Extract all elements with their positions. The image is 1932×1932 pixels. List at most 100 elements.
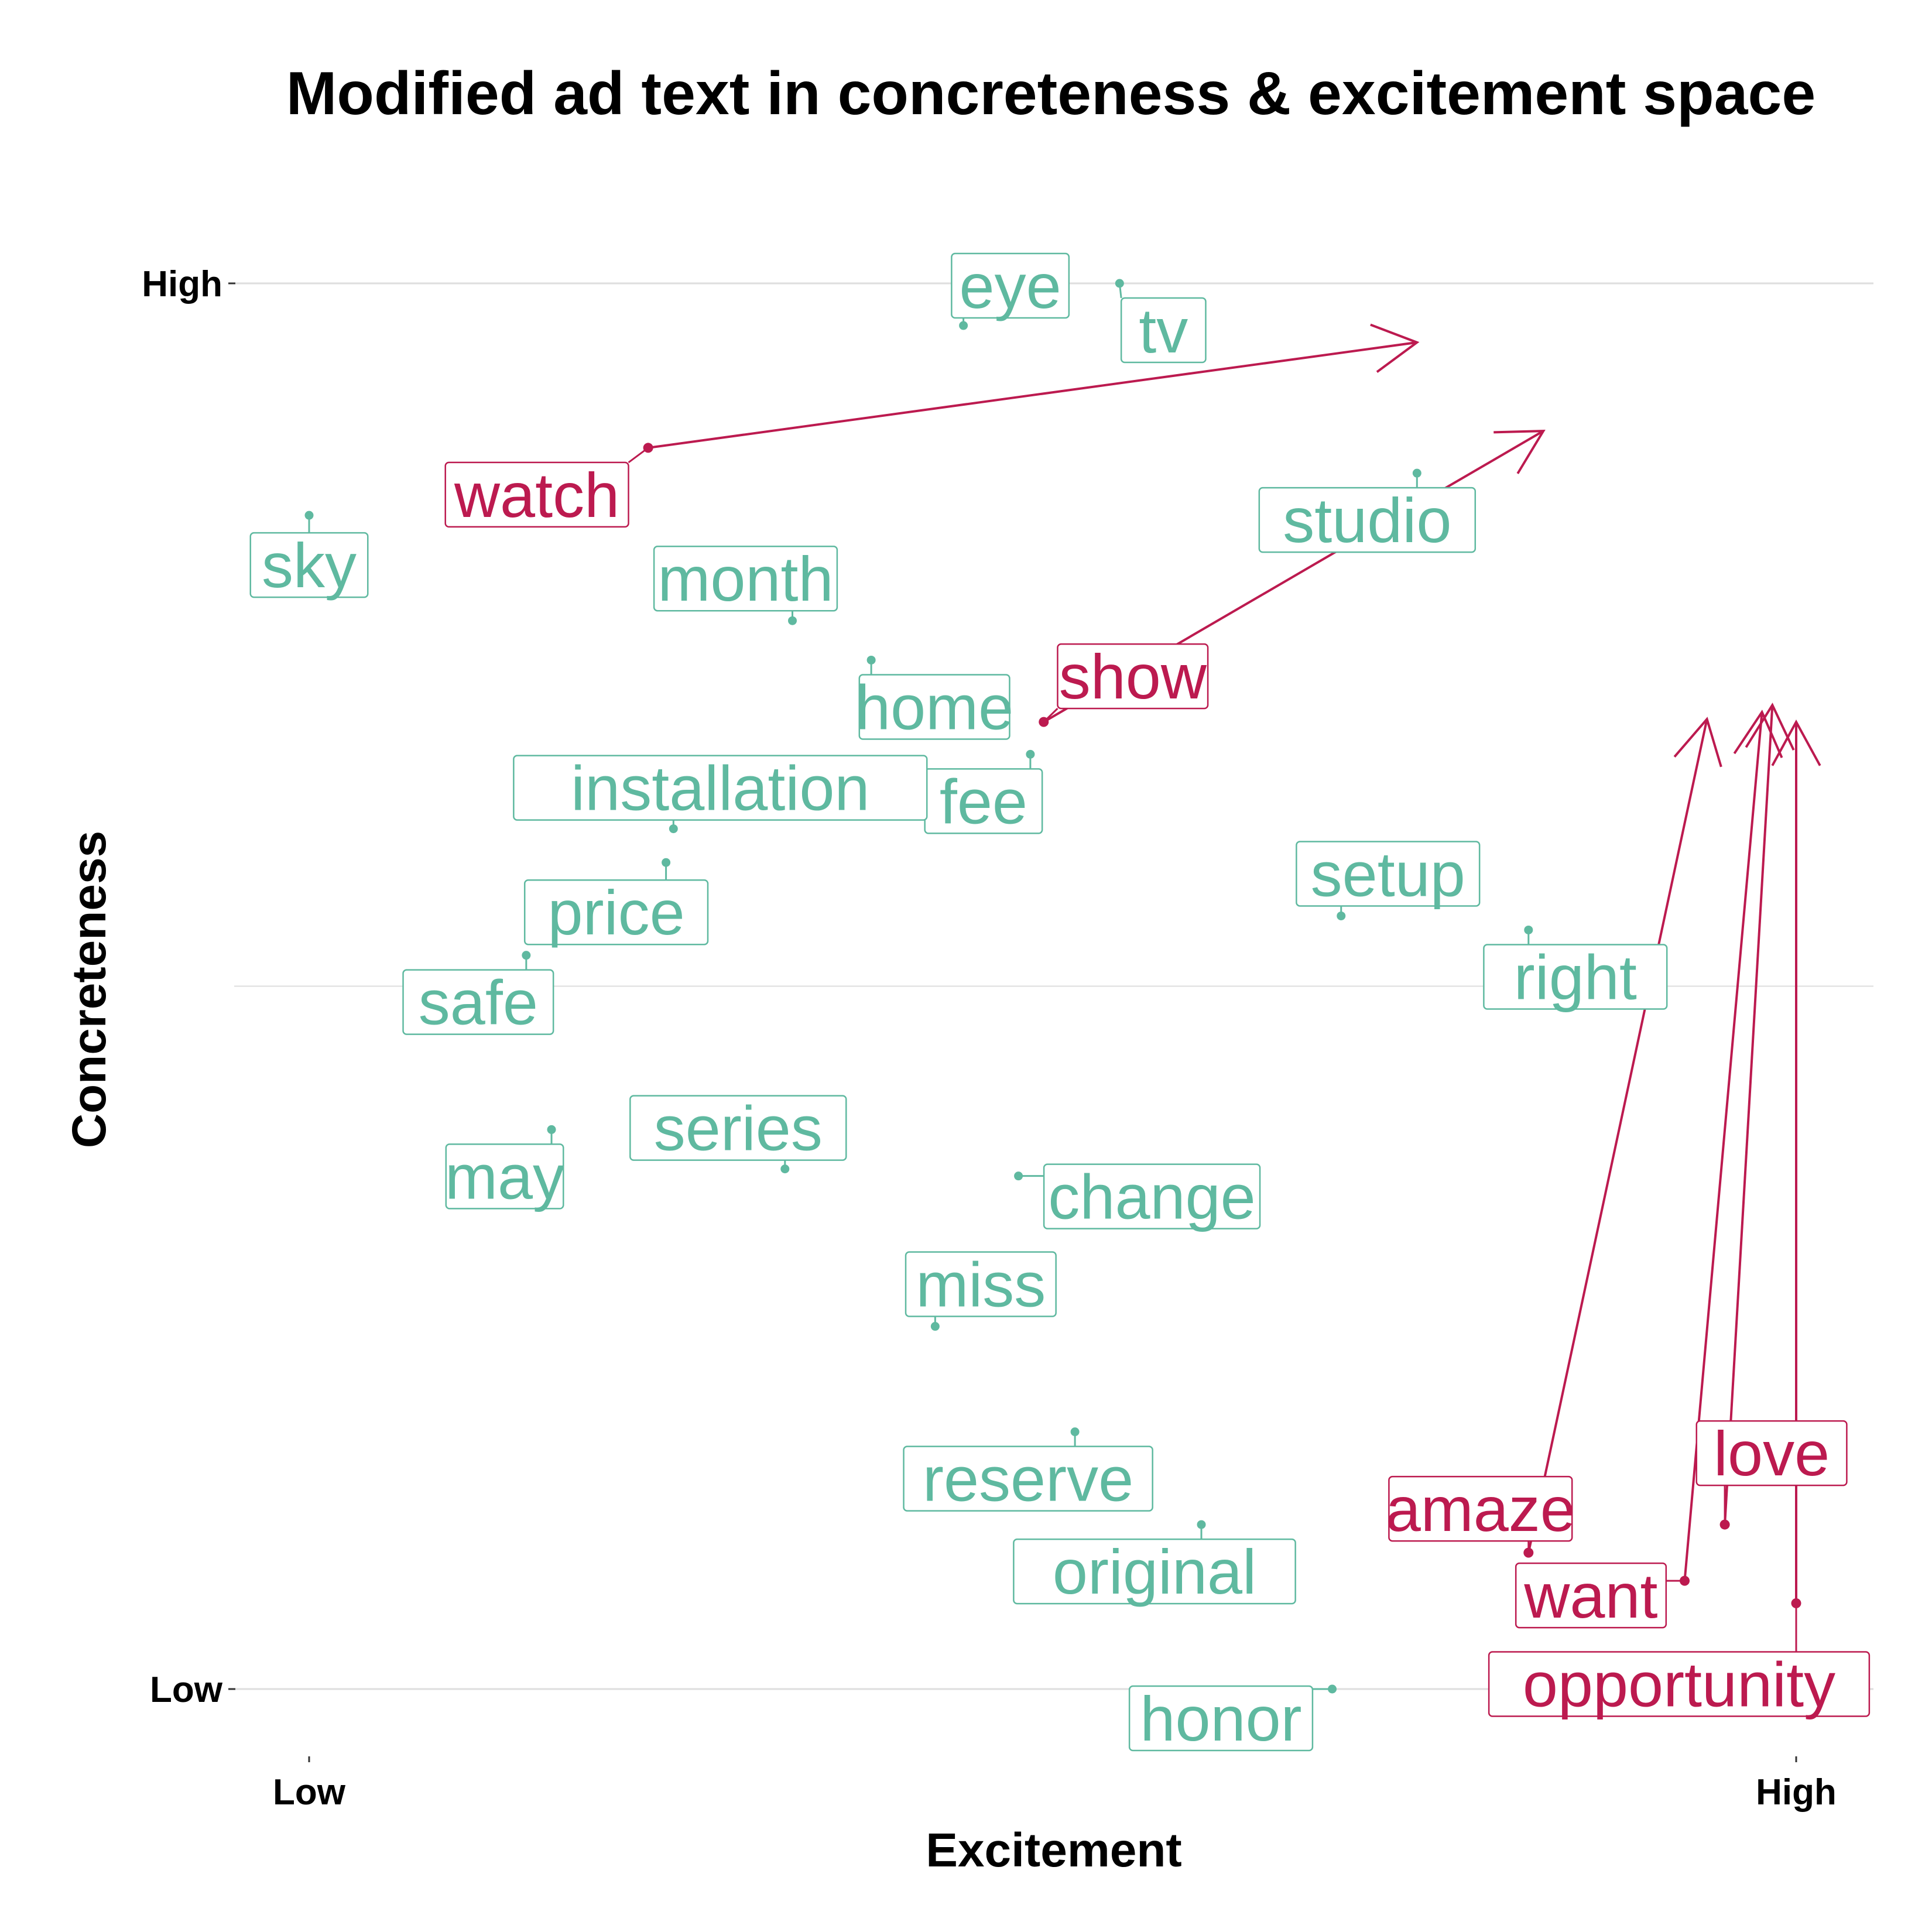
label-box (523, 879, 709, 946)
label-box (1488, 1651, 1871, 1717)
word-label: eye (960, 251, 1061, 321)
y-axis-title: Concreteness (63, 831, 116, 1148)
point-installation: installation (513, 753, 928, 834)
label-box (1258, 487, 1477, 553)
point-marker (780, 1164, 790, 1174)
word-label: honor (1140, 1683, 1301, 1754)
label-box (629, 1095, 847, 1161)
label-box (905, 1251, 1057, 1317)
label-box (1483, 944, 1668, 1010)
point-marker (1014, 1171, 1023, 1181)
point-may: may (445, 1125, 564, 1212)
x-tick-label: Low (273, 1772, 346, 1813)
point-eye: eye (951, 251, 1070, 330)
arrowhead-want (1733, 710, 1783, 759)
label-box (1695, 1420, 1848, 1486)
label-box (513, 755, 928, 821)
x-tick-label: High (1756, 1772, 1837, 1813)
point-fee: fee (924, 749, 1043, 837)
point-month: month (653, 543, 838, 625)
word-label: original (1053, 1536, 1256, 1607)
point-series: series (629, 1093, 847, 1174)
point-original: original (1013, 1520, 1296, 1607)
point-right: right (1483, 925, 1668, 1012)
point-studio: studio (1258, 468, 1477, 556)
point-marker (522, 951, 531, 960)
point-marker (1523, 1547, 1534, 1558)
word-label: price (548, 877, 685, 948)
point-marker (547, 1125, 556, 1134)
word-label: show (1059, 641, 1207, 712)
point-setup: setup (1296, 838, 1481, 920)
point-love: love (1695, 1418, 1848, 1530)
y-tick-label: Low (150, 1670, 223, 1710)
word-label: tv (1139, 295, 1188, 366)
label-box (444, 461, 629, 528)
label-box (1043, 1163, 1261, 1229)
point-show: show (1039, 641, 1209, 727)
point-want: want (1515, 1560, 1690, 1631)
label-box (1388, 1475, 1573, 1542)
point-marker (959, 321, 968, 330)
arrowhead-amaze (1673, 717, 1722, 768)
label-box (1128, 1685, 1314, 1752)
point-sky: sky (249, 511, 369, 601)
point-marker (1039, 717, 1049, 727)
word-label: reserve (923, 1444, 1133, 1515)
label-box (249, 532, 369, 598)
word-label: series (654, 1093, 823, 1164)
point-marker (643, 443, 653, 453)
point-honor: honor (1128, 1683, 1337, 1754)
point-marker (1680, 1575, 1690, 1586)
word-label: change (1048, 1162, 1255, 1232)
word-label: amaze (1386, 1474, 1575, 1544)
label-box (1120, 297, 1207, 364)
word-label: setup (1311, 838, 1465, 909)
axis-ticks: Low High Low High (142, 264, 1837, 1813)
word-label: want (1523, 1560, 1657, 1631)
word-label: month (657, 543, 833, 614)
point-marker (1719, 1519, 1730, 1530)
label-box (1013, 1538, 1296, 1605)
point-marker (788, 616, 797, 625)
label-box (653, 545, 838, 612)
point-marker (304, 511, 314, 520)
chart-title: Modified ad text in concreteness & excit… (286, 60, 1815, 128)
point-opportunity: opportunity (1488, 1598, 1871, 1720)
arrowhead-opportunity (1771, 719, 1821, 766)
label-box (445, 1143, 564, 1210)
arrow-love (1724, 705, 1774, 1525)
point-marker (1115, 279, 1124, 288)
point-marker (866, 655, 876, 664)
point-marker (1070, 1427, 1080, 1437)
point-marker (1337, 911, 1346, 920)
label-box (1515, 1562, 1667, 1629)
word-label: watch (454, 460, 619, 530)
word-label: right (1514, 941, 1637, 1012)
arrow-amaze (1527, 718, 1708, 1553)
point-amaze: amaze (1386, 1474, 1575, 1558)
y-tick-label: High (142, 264, 222, 304)
label-box (1296, 841, 1481, 907)
point-safe: safe (402, 951, 554, 1038)
word-label: home (855, 672, 1013, 742)
arrowhead-love (1745, 703, 1795, 751)
word-label: fee (940, 766, 1027, 837)
point-marker (1791, 1598, 1801, 1609)
point-home: home (855, 655, 1013, 742)
point-marker (669, 824, 678, 834)
label-box (402, 969, 554, 1035)
point-marker (930, 1322, 940, 1331)
word-label: safe (419, 967, 538, 1038)
arrowhead-show (1493, 430, 1546, 474)
x-axis-title: Excitement (926, 1824, 1182, 1877)
label-box (903, 1445, 1153, 1512)
label-box (858, 674, 1010, 740)
word-label: studio (1283, 485, 1451, 556)
word-label: love (1714, 1418, 1830, 1489)
point-marker (1026, 749, 1035, 759)
word-label: sky (262, 530, 357, 601)
label-box (951, 252, 1070, 319)
point-price: price (523, 858, 709, 948)
